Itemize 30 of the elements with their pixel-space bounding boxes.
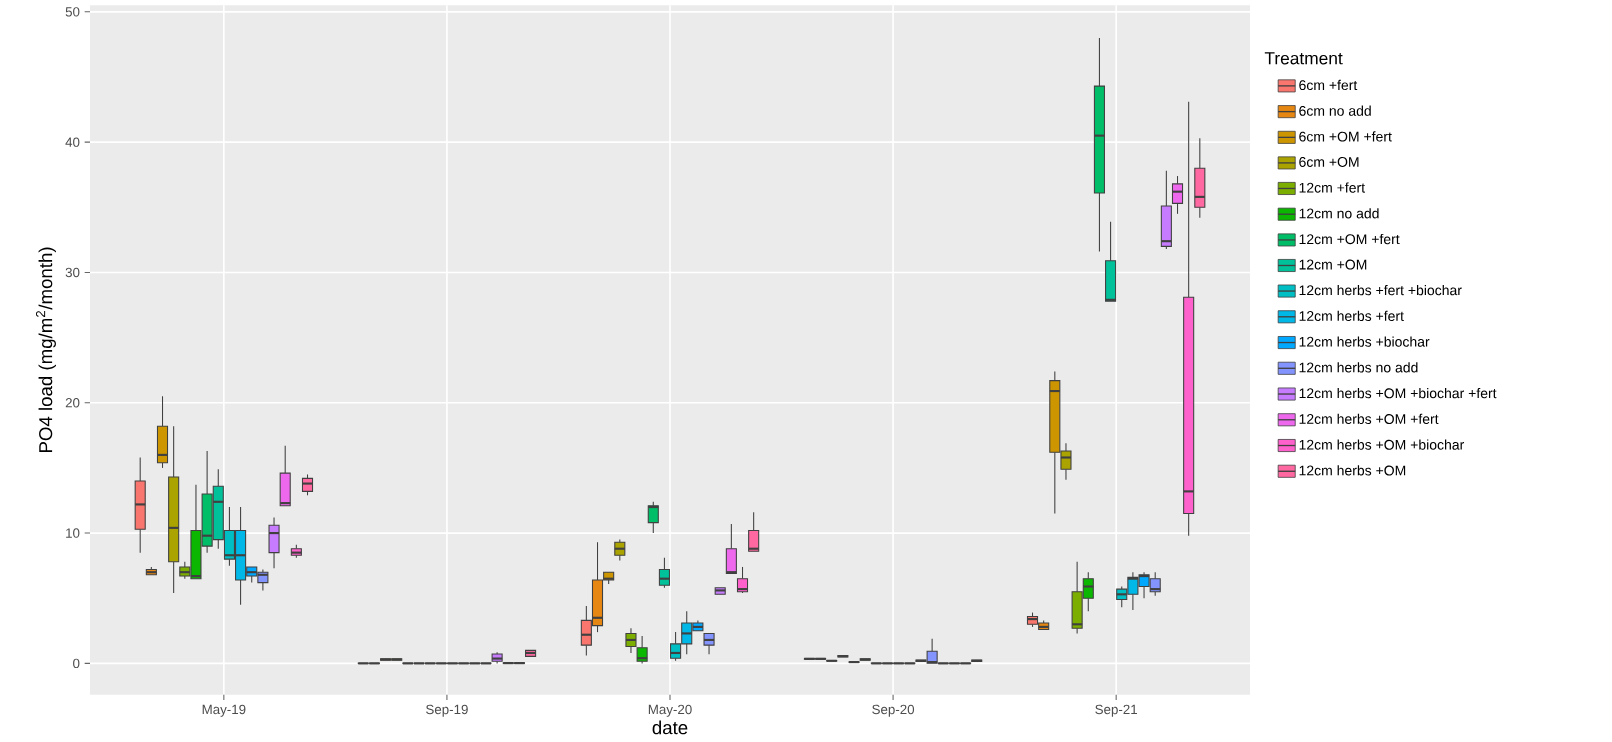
x-tick-label: May-20 bbox=[648, 704, 692, 717]
y-tick-label: 20 bbox=[65, 398, 80, 408]
x-axis-title: date bbox=[652, 720, 688, 735]
legend-label: 6cm +fert bbox=[1299, 79, 1358, 91]
legend-label: 12cm herbs +OM bbox=[1299, 465, 1406, 476]
legend-label: 12cm herbs +fert bbox=[1299, 310, 1404, 322]
x-tick-label: Sep-19 bbox=[426, 704, 468, 717]
legend-label: 12cm herbs +OM +biochar bbox=[1299, 439, 1465, 450]
x-tick-label: Sep-20 bbox=[872, 704, 915, 717]
x-tick-label: May-19 bbox=[202, 704, 246, 717]
legend-label: 12cm herbs no add bbox=[1299, 362, 1418, 373]
y-tick-label: 10 bbox=[66, 528, 80, 538]
legend-label: 12cm herbs +OM +biochar +fert bbox=[1299, 387, 1497, 399]
y-axis-title: PO4 load (mg/m$^{2}$/month) bbox=[36, 247, 56, 453]
legend-label: 12cm +OM bbox=[1299, 259, 1367, 270]
y-tick-label: 50 bbox=[65, 7, 80, 17]
legend-label: 6cm +OM +fert bbox=[1299, 131, 1392, 142]
y-tick-label: 40 bbox=[65, 137, 80, 147]
y-tick-label: 0 bbox=[73, 658, 80, 669]
y-tick-label: 30 bbox=[65, 267, 80, 278]
legend-title: Treatment bbox=[1264, 52, 1343, 65]
legend-label: 12cm +fert bbox=[1299, 182, 1365, 193]
legend-label: 12cm no add bbox=[1299, 208, 1379, 219]
legend-label: 6cm no add bbox=[1299, 105, 1371, 116]
legend-label: 6cm +OM bbox=[1299, 157, 1359, 167]
legend-label: 12cm +OM +fert bbox=[1299, 233, 1400, 245]
x-tick-label: Sep-21 bbox=[1095, 704, 1138, 717]
legend-label: 12cm herbs +OM +fert bbox=[1299, 413, 1439, 424]
legend-label: 12cm herbs +fert +biochar bbox=[1299, 284, 1462, 296]
legend-label: 12cm herbs +biochar bbox=[1299, 336, 1430, 347]
